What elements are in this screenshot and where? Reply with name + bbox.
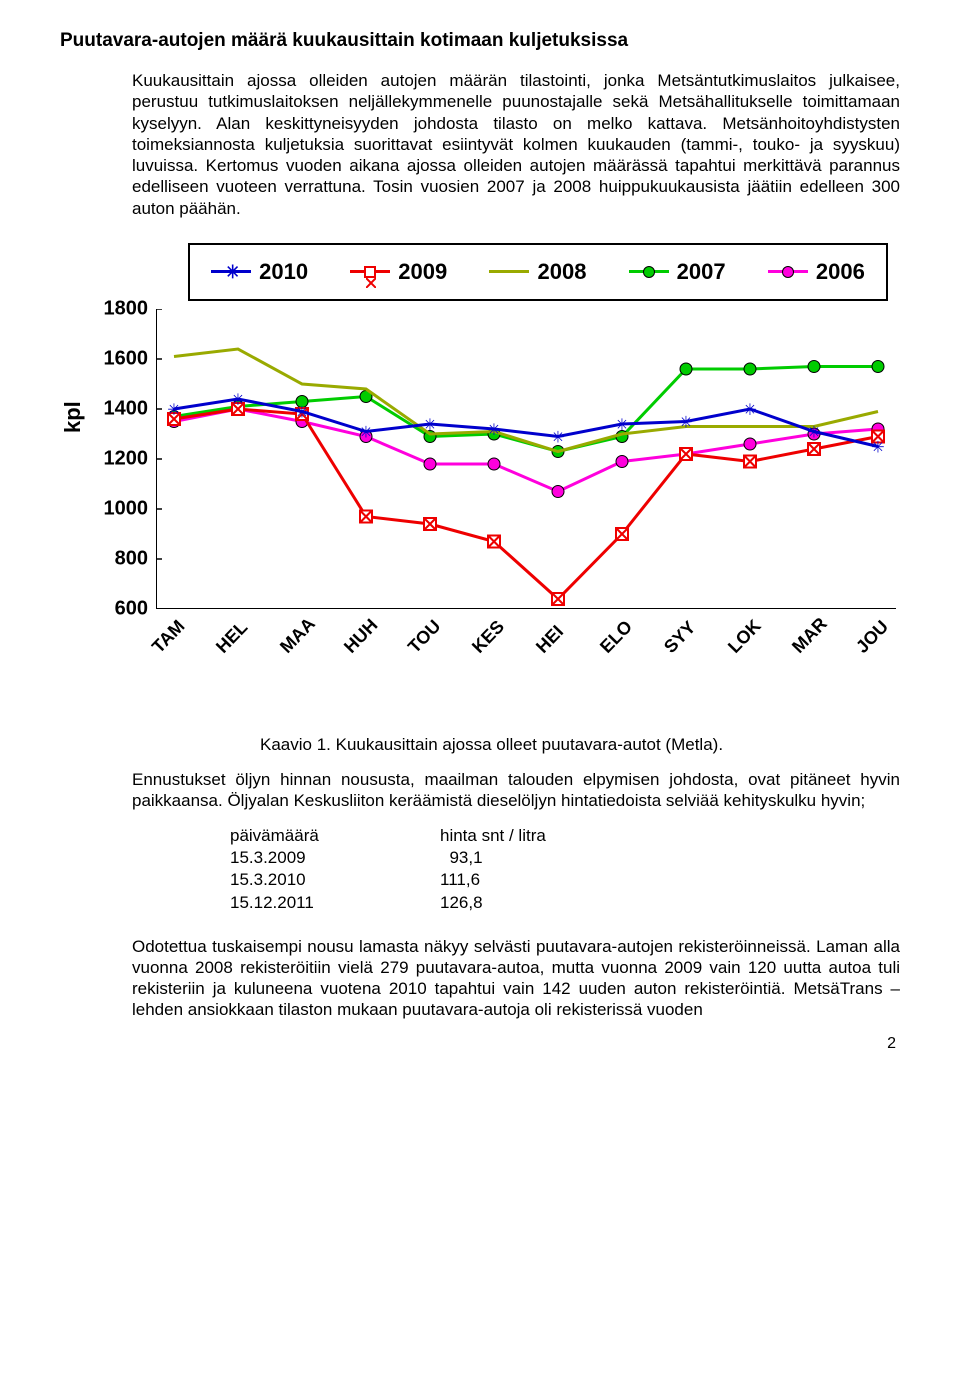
x-tick-label: ELO [596, 616, 637, 657]
x-tick-label: SYY [660, 617, 700, 658]
y-tick-label: 1000 [104, 497, 149, 520]
x-tick-label: LOK [724, 615, 766, 657]
svg-text:✳: ✳ [423, 417, 436, 434]
y-tick-label: 1400 [104, 397, 149, 420]
section-title: Puutavara-autojen määrä kuukausittain ko… [60, 30, 900, 52]
svg-text:✳: ✳ [551, 429, 564, 446]
chart-container: ✳20102009200820072006 kpl 18001600140012… [60, 233, 900, 669]
x-tick-label: MAR [788, 613, 832, 657]
table-row: 15.12.2011126,8 [230, 892, 900, 914]
legend-label: 2009 [398, 259, 447, 285]
legend-item: ✳2010 [211, 259, 308, 285]
x-tick-label: KES [468, 616, 509, 657]
legend-label: 2007 [677, 259, 726, 285]
svg-text:✳: ✳ [807, 424, 820, 441]
chart-legend: ✳2010 2009 2008 2007 2006 [188, 243, 888, 301]
svg-text:✳: ✳ [871, 439, 884, 456]
legend-item: 2007 [629, 259, 726, 285]
legend-label: 2008 [537, 259, 586, 285]
chart-plot-area: ✳ ✳ ✳ ✳ ✳ ✳ ✳ ✳ ✳ ✳ ✳ ✳ [156, 309, 896, 609]
x-tick-label: HEL [212, 617, 252, 657]
y-tick-label: 1800 [104, 297, 149, 320]
legend-item: 2008 [489, 259, 586, 285]
x-tick-label: TOU [404, 616, 445, 658]
y-axis-label: kpl [60, 401, 86, 433]
y-tick-label: 600 [115, 597, 148, 620]
x-tick-label: HEI [532, 621, 568, 657]
paragraph-2: Ennustukset öljyn hinnan noususta, maail… [132, 769, 900, 812]
svg-text:✳: ✳ [487, 422, 500, 439]
legend-item: 2006 [768, 259, 865, 285]
svg-text:✳: ✳ [167, 402, 180, 419]
table-row: 15.3.2010111,6 [230, 869, 900, 891]
svg-text:✳: ✳ [231, 392, 244, 409]
svg-text:✳: ✳ [359, 424, 372, 441]
y-tick-label: 1600 [104, 347, 149, 370]
legend-item: 2009 [350, 259, 447, 285]
y-tick-label: 800 [115, 547, 148, 570]
x-tick-label: JOU [852, 616, 893, 657]
x-axis-labels: TAMHELMAAHUHTOUKESHEIELOSYYLOKMARJOU [148, 619, 908, 665]
svg-text:✳: ✳ [679, 414, 692, 431]
y-tick-label: 1200 [104, 447, 149, 470]
x-tick-label: TAM [148, 616, 189, 658]
table-header: päivämäärä [230, 825, 440, 847]
chart-caption: Kaavio 1. Kuukausittain ajossa olleet pu… [260, 735, 900, 755]
legend-label: 2010 [259, 259, 308, 285]
svg-text:✳: ✳ [743, 402, 756, 419]
svg-text:✳: ✳ [615, 417, 628, 434]
svg-text:✳: ✳ [295, 404, 308, 421]
legend-label: 2006 [816, 259, 865, 285]
paragraph-3: Odotettua tuskaisempi nousu lamasta näky… [132, 936, 900, 1021]
table-row: 15.3.2009 93,1 [230, 847, 900, 869]
table-header: hinta snt / litra [440, 825, 580, 847]
x-tick-label: HUH [340, 615, 382, 658]
page-number: 2 [60, 1035, 900, 1053]
paragraph-1: Kuukausittain ajossa olleiden autojen mä… [132, 70, 900, 219]
x-tick-label: MAA [276, 613, 320, 657]
price-table: päivämäärähinta snt / litra15.3.2009 93,… [230, 825, 900, 913]
